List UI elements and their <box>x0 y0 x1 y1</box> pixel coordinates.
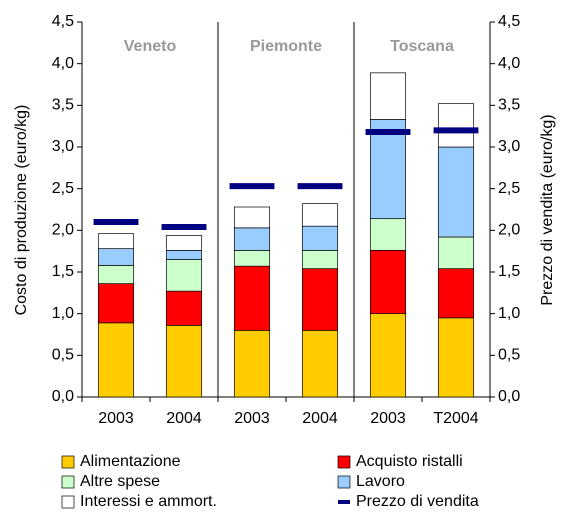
legend-swatch <box>337 455 351 469</box>
bar-segment <box>233 329 271 398</box>
bar-segment <box>97 233 135 250</box>
y2-axis-title: Prezzo di vendita (euro/kg) <box>539 114 556 305</box>
bar-segment <box>437 268 475 319</box>
bar-segment <box>369 218 407 251</box>
y-tick-label: 3,5 <box>52 97 74 114</box>
group-label: Veneto <box>124 38 177 55</box>
y-tick-label: 4,5 <box>52 13 74 30</box>
bar-segment <box>233 227 271 251</box>
legend-label: Prezzo di vendita <box>356 493 479 510</box>
bar-segment <box>165 290 203 326</box>
bar-segment <box>165 249 203 260</box>
y2-tick-label: 0,0 <box>498 388 520 405</box>
y-tick-label: 0,5 <box>52 347 74 364</box>
y2-tick-label: 4,5 <box>498 13 520 30</box>
legend-swatch <box>61 475 75 489</box>
legend-label: Alimentazione <box>80 453 181 470</box>
bar-segment <box>437 317 475 398</box>
bar-segment <box>233 265 271 331</box>
bar-segment <box>233 206 271 229</box>
legend-label: Interessi e ammort. <box>80 493 217 510</box>
y2-tick-label: 3,5 <box>498 97 520 114</box>
x-tick-label: 2004 <box>166 410 202 427</box>
bar-segment <box>437 146 475 238</box>
y2-tick-label: 1,0 <box>498 305 520 322</box>
legend-swatch <box>61 455 75 469</box>
legend-label: Lavoro <box>356 473 405 490</box>
y-tick-label: 2,0 <box>52 222 74 239</box>
legend-label: Altre spese <box>80 473 160 490</box>
x-tick-label: 2003 <box>234 410 270 427</box>
y-tick-label: 4,0 <box>52 55 74 72</box>
legend-swatch <box>337 475 351 489</box>
group-label: Toscana <box>390 38 454 55</box>
y-tick-label: 0,0 <box>52 388 74 405</box>
bar-segment <box>97 322 135 398</box>
bar-segment <box>301 225 339 251</box>
y2-tick-label: 2,5 <box>498 180 520 197</box>
y-tick-label: 3,0 <box>52 138 74 155</box>
bar-segment <box>97 264 135 285</box>
bar-segment <box>369 249 407 315</box>
y2-tick-label: 3,0 <box>498 138 520 155</box>
y-tick-label: 1,0 <box>52 305 74 322</box>
group-label: Piemonte <box>250 38 322 55</box>
bar-segment <box>369 313 407 398</box>
y2-tick-label: 2,0 <box>498 222 520 239</box>
bar-segment <box>233 249 271 267</box>
legend-label: Acquisto ristalli <box>356 453 463 470</box>
y-axis-title: Costo di produzione (euro/kg) <box>13 105 30 316</box>
x-tick-label: T2004 <box>433 410 478 427</box>
y2-tick-label: 4,0 <box>498 55 520 72</box>
bar-segment <box>301 203 339 227</box>
bar-segment <box>437 103 475 148</box>
bar-segment <box>369 72 407 120</box>
bar-segment <box>165 324 203 398</box>
bar-segment <box>301 329 339 398</box>
y-tick-label: 1,5 <box>52 263 74 280</box>
bar-segment <box>437 236 475 270</box>
bar-segment <box>97 283 135 324</box>
y2-tick-label: 1,5 <box>498 263 520 280</box>
bar-segment <box>369 119 407 220</box>
x-tick-label: 2003 <box>98 410 134 427</box>
bar-segment <box>165 234 203 251</box>
y2-tick-label: 0,5 <box>498 347 520 364</box>
bar-segment <box>301 249 339 270</box>
bar-segment <box>97 248 135 266</box>
bar-segment <box>165 259 203 292</box>
x-tick-label: 2004 <box>302 410 338 427</box>
legend-swatch <box>61 495 75 509</box>
x-tick-label: 2003 <box>370 410 406 427</box>
bar-segment <box>301 268 339 331</box>
y-tick-label: 2,5 <box>52 180 74 197</box>
